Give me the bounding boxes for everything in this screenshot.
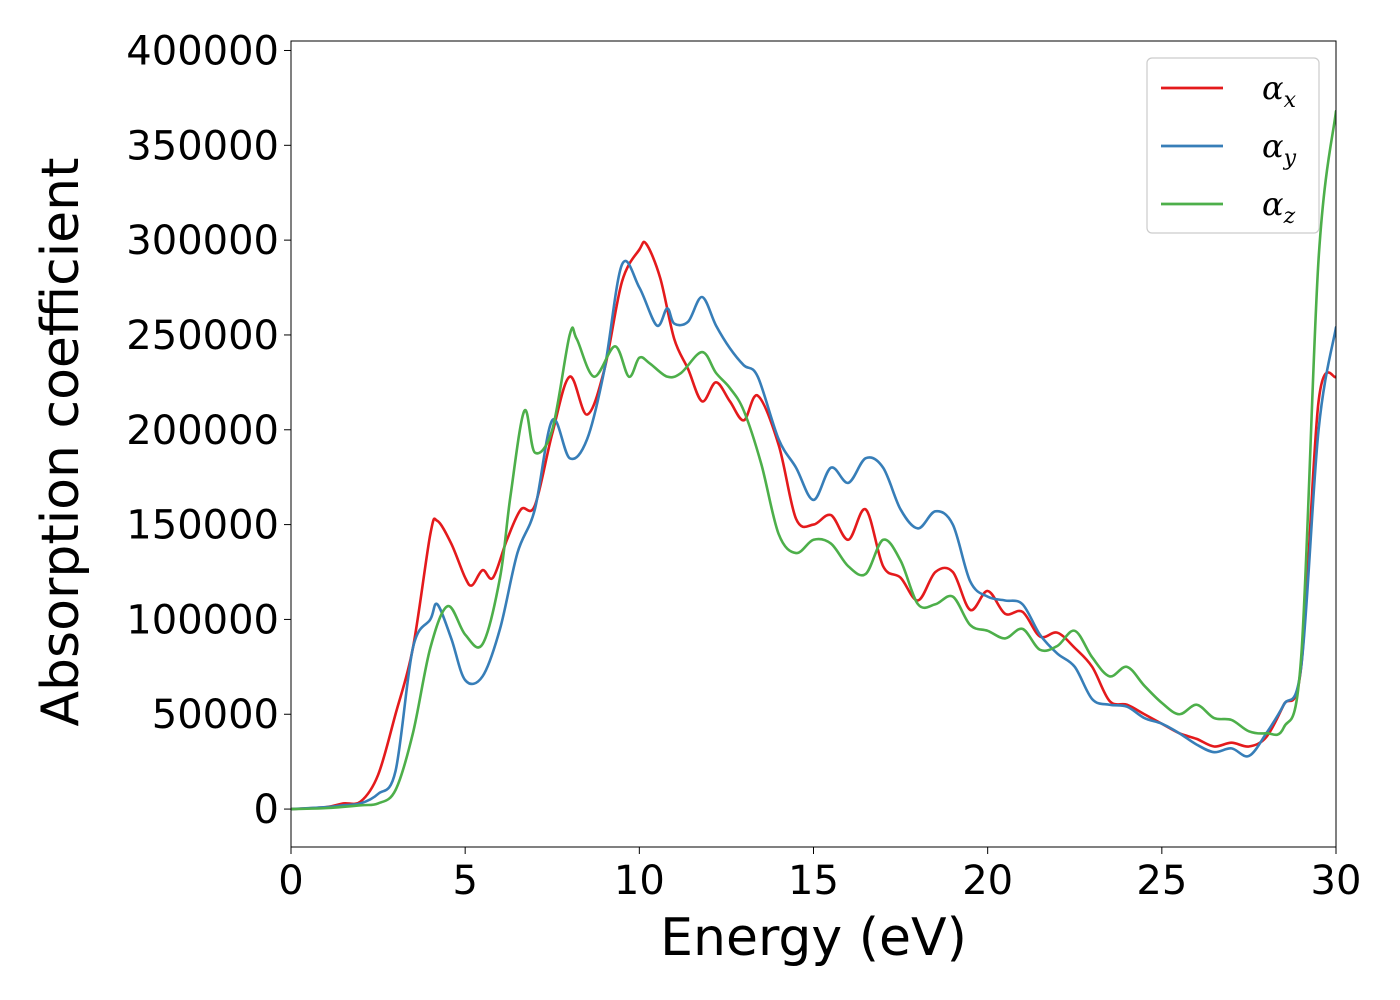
y-tick-label: 100000: [126, 597, 279, 643]
x-tick-label: 30: [1311, 858, 1362, 904]
legend-item-x: αx: [1161, 69, 1297, 113]
series-layer: [291, 109, 1336, 811]
legend-label: αz: [1262, 185, 1296, 229]
y-tick-label: 150000: [126, 503, 279, 549]
x-tick-label: 15: [788, 858, 839, 904]
x-tick-label: 25: [1136, 858, 1187, 904]
y-axis-ticks: 0 50000 100000 150000 200000 250000 300000 3500…: [126, 28, 291, 833]
y-tick-label: 200000: [126, 408, 279, 454]
y-tick-label: 300000: [126, 218, 279, 264]
legend-box: [1146, 57, 1320, 234]
y-axis-title: Absorption coefficient: [31, 157, 91, 726]
series-line-y: [291, 259, 1336, 811]
x-tick-label: 10: [614, 858, 665, 904]
legend: αx αy αz: [1146, 57, 1320, 234]
series-line-z: [291, 109, 1336, 811]
x-axis-ticks: 0 5 10 15 20 25 30: [278, 847, 1361, 904]
y-tick-label: 350000: [126, 123, 279, 169]
y-tick-label: 50000: [152, 692, 279, 738]
series-line-x: [291, 240, 1336, 811]
x-axis-title: Energy (eV): [660, 908, 967, 968]
y-tick-label: 250000: [126, 313, 279, 359]
y-tick-label: 0: [254, 787, 279, 833]
legend-label: αy: [1262, 127, 1297, 171]
y-tick-label: 400000: [126, 28, 279, 74]
x-tick-label: 0: [278, 858, 303, 904]
legend-item-z: αz: [1161, 185, 1296, 229]
x-tick-label: 5: [452, 858, 477, 904]
legend-item-y: αy: [1161, 127, 1297, 171]
legend-label: αx: [1262, 69, 1297, 113]
x-tick-label: 20: [962, 858, 1013, 904]
